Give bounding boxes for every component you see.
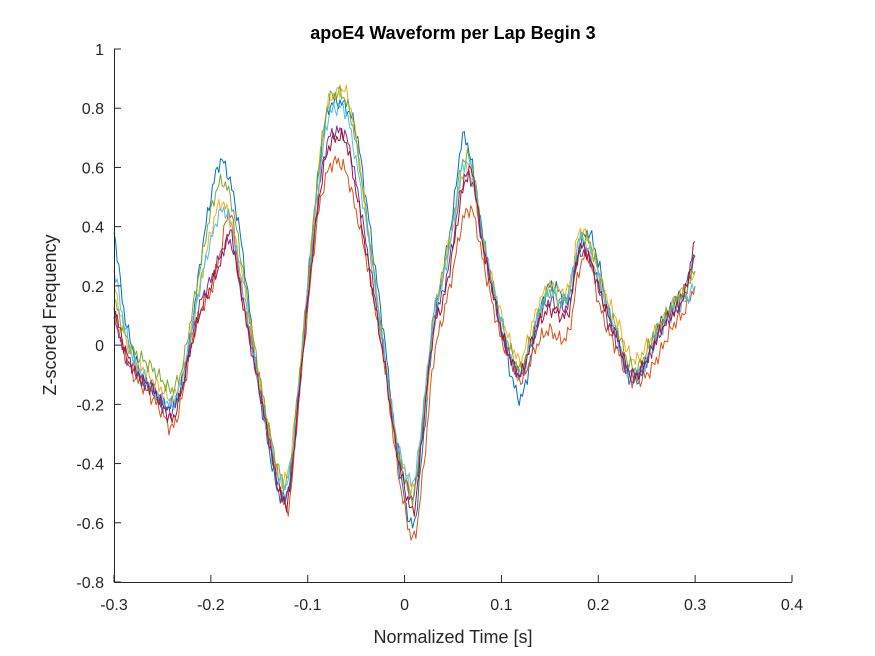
x-tick-label: 0.1	[490, 597, 512, 614]
y-tick-label: 0.8	[82, 101, 104, 118]
x-ticks: -0.3 -0.2 -0.1 0 0.1 0.2 0.3 0.4	[100, 575, 803, 614]
y-tick-label: -0.2	[76, 397, 104, 414]
y-tick-label: -0.8	[76, 575, 104, 592]
y-tick-label: 0.4	[82, 220, 104, 237]
y-tick-label: 1	[95, 42, 104, 59]
series-line-6	[113, 102, 696, 493]
y-tick-label: 0	[95, 338, 104, 355]
y-tick-label: 0.2	[82, 279, 104, 296]
x-tick-label: 0.4	[781, 597, 803, 614]
x-tick-label: -0.1	[294, 597, 322, 614]
x-tick-label: 0	[400, 597, 409, 614]
series-layer	[113, 84, 696, 541]
y-tick-label: -0.4	[76, 457, 104, 474]
y-ticks: -0.8 -0.6 -0.4 -0.2 0 0.2 0.4 0.6 0.8 1	[76, 42, 121, 592]
plot-background	[114, 49, 792, 582]
x-tick-label: -0.3	[100, 597, 128, 614]
y-tick-label: -0.6	[76, 516, 104, 533]
chart-title: apoE4 Waveform per Lap Begin 3	[310, 23, 595, 43]
y-axis-label: Z-scored Frequency	[40, 234, 60, 395]
x-axis-label: Normalized Time [s]	[373, 627, 532, 647]
series-line-7	[113, 127, 696, 517]
x-tick-label: 0.3	[684, 597, 706, 614]
x-tick-label: 0.2	[587, 597, 609, 614]
y-tick-label: 0.6	[82, 160, 104, 177]
x-tick-label: -0.2	[197, 597, 225, 614]
